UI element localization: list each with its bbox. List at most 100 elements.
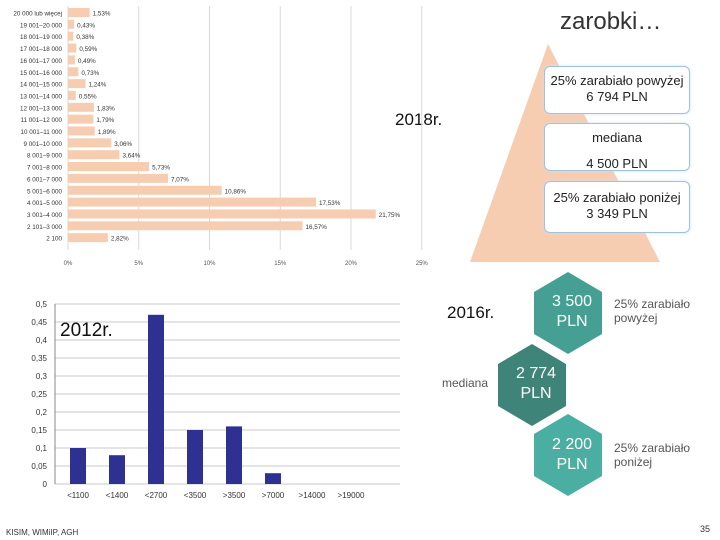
value-label-2018: 0,73% (81, 70, 99, 77)
value-label-2018: 17,53% (319, 200, 341, 207)
pyramid-middle-box: mediana 4 500 PLN (544, 123, 690, 171)
hex-bottom-side-label-2: poniżej (614, 455, 653, 469)
category-label-2018: 20 000 lub więcej (13, 11, 62, 18)
bar-2012 (187, 430, 203, 484)
bar-2018 (68, 90, 76, 100)
category-label-2012: <2700 (145, 491, 168, 500)
category-label-2012: >3500 (223, 491, 246, 500)
hex-bottom (534, 414, 602, 496)
category-label-2012: >19000 (338, 491, 365, 500)
hex-top-side-label-1: 25% zarabiało (614, 297, 691, 311)
pyramid-bottom-value: 3 349 PLN (586, 206, 648, 221)
pyramid-middle-label: mediana (592, 130, 642, 145)
bar-2018 (68, 162, 150, 172)
bar-2018 (68, 55, 75, 65)
bar-2018 (68, 221, 303, 231)
bar-2018 (68, 43, 77, 53)
bar-2018 (68, 102, 94, 112)
hex-bottom-unit: PLN (556, 456, 588, 473)
ytick-2012: 0,3 (36, 372, 48, 381)
value-label-2018: 3,06% (114, 141, 132, 148)
bar-2012 (70, 448, 86, 484)
bar-2018 (68, 8, 90, 17)
bar-2018 (68, 138, 112, 148)
xtick-2018: 0% (64, 261, 73, 267)
hex-top-side-label-2: powyżej (614, 311, 658, 325)
ytick-2012: 0,05 (31, 462, 47, 471)
value-label-2018: 1,53% (93, 11, 111, 18)
hex-top-value: 3 500 (551, 293, 593, 310)
ytick-2012: 0,5 (36, 300, 48, 309)
category-label-2018: 19 001–20 000 (20, 22, 63, 29)
pyramid-top-label: 25% zarabiało powyżej (550, 73, 684, 88)
category-label-2012: <1100 (67, 491, 89, 500)
bar-2018 (68, 209, 376, 219)
category-label-2018: 2 101–3 000 (27, 224, 63, 231)
pyramid-top-value: 6 794 PLN (586, 89, 648, 104)
category-label-2018: 7 001–8 000 (27, 165, 63, 172)
category-label-2018: 4 001–5 000 (27, 200, 63, 207)
value-label-2018: 0,59% (79, 46, 97, 53)
bar-2018 (68, 67, 79, 77)
xtick-2018: 10% (203, 261, 216, 267)
ytick-2012: 0,2 (36, 408, 48, 417)
hex-bottom-text: 2 200 PLN (534, 435, 610, 475)
xtick-2018: 5% (134, 261, 143, 267)
category-label-2018: 2 100 (46, 236, 62, 243)
ytick-2012: 0,15 (31, 426, 47, 435)
value-label-2018: 3,64% (123, 153, 141, 160)
bar-2018 (68, 150, 120, 160)
category-label-2012: >14000 (299, 491, 326, 500)
pyramid-bottom-label: 25% zarabiało poniżej (553, 190, 681, 205)
category-label-2018: 12 001–13 000 (20, 105, 63, 112)
value-label-2018: 1,83% (97, 105, 115, 112)
hex-top-side-label: 25% zarabiało powyżej (614, 297, 690, 325)
value-label-2018: 1,79% (96, 117, 114, 124)
hex-middle-text: 2 774 PLN (498, 364, 574, 404)
slide-title: zarobki… (560, 8, 662, 35)
value-label-2018: 21,75% (379, 212, 401, 219)
value-label-2018: 7,07% (171, 176, 189, 183)
value-label-2018: 1,24% (89, 82, 107, 89)
category-label-2018: 6 001–7 000 (27, 176, 63, 183)
value-label-2018: 16,57% (305, 224, 327, 231)
ytick-2012: 0,1 (36, 444, 48, 453)
bar-2018 (68, 19, 75, 29)
year-label-2016: 2016r. (447, 303, 495, 322)
hex-bottom-side-label: 25% zarabiało poniżej (614, 441, 690, 469)
hexagons-2016 (498, 272, 602, 496)
bar-2018 (68, 185, 222, 195)
hex-top-text: 3 500 PLN (534, 292, 610, 332)
category-label-2018: 15 001–16 000 (20, 70, 63, 77)
bar-2018 (68, 114, 94, 124)
ytick-2012: 0,45 (31, 318, 47, 327)
bar-2012 (226, 426, 242, 484)
hex-bottom-value: 2 200 (551, 436, 593, 453)
value-label-2018: 10,86% (225, 188, 247, 195)
value-label-2018: 2,82% (111, 236, 129, 243)
value-label-2018: 0,55% (79, 93, 97, 100)
value-label-2018: 5,73% (152, 165, 170, 172)
bar-2018 (68, 126, 95, 136)
pyramid-top-box: 25% zarabiało powyżej 6 794 PLN (544, 66, 690, 114)
value-label-2018: 0,49% (78, 58, 96, 65)
bar-2018 (68, 79, 86, 89)
year-label-2018: 2018r. (395, 110, 443, 129)
year-label-2012: 2012r. (60, 320, 113, 341)
xtick-2018: 20% (345, 261, 358, 267)
bar-2012 (265, 473, 281, 484)
xtick-2018: 25% (416, 261, 429, 267)
hex-middle (498, 344, 566, 426)
category-label-2018: 17 001–18 000 (20, 46, 63, 53)
bar-2018 (68, 233, 108, 243)
value-label-2018: 1,89% (98, 129, 116, 136)
ytick-2012: 0,35 (31, 354, 47, 363)
footer-text: KISIM, WIMiIP, AGH (6, 528, 79, 537)
hex-middle-side-label: mediana (442, 376, 489, 390)
category-label-2018: 14 001–15 000 (20, 82, 63, 89)
ytick-2012: 0 (43, 480, 48, 489)
page-number: 35 (700, 524, 711, 534)
category-label-2018: 13 001–14 000 (20, 93, 63, 100)
ytick-2012: 0,25 (31, 390, 47, 399)
hex-bottom-side-label-1: 25% zarabiało (614, 441, 691, 455)
